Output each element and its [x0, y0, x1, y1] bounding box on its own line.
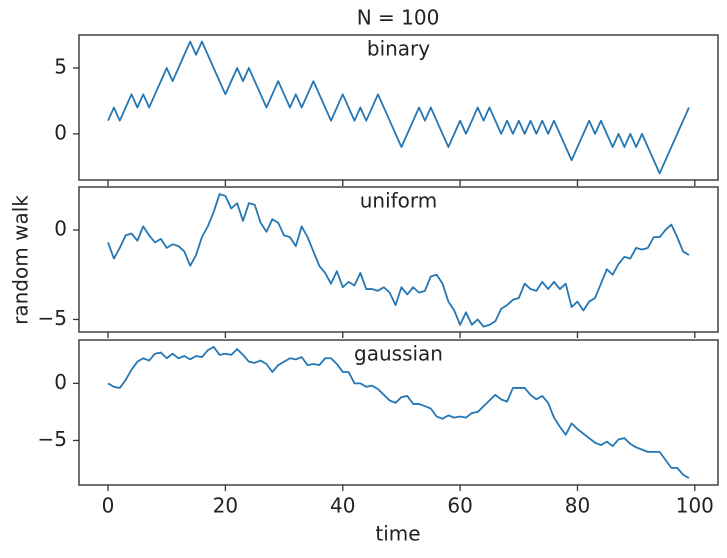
y-axis-label: random walk — [9, 195, 33, 325]
x-axis-label: time — [375, 522, 420, 546]
y-tick-label: −5 — [38, 427, 67, 451]
line — [107, 40, 690, 175]
axes-frame — [78, 34, 719, 181]
x-tick-label: 80 — [565, 494, 590, 518]
axes-frame — [78, 339, 719, 486]
y-tick-label: 0 — [54, 120, 67, 144]
x-tick-label: 20 — [213, 494, 238, 518]
line — [107, 193, 690, 328]
x-tick-label: 100 — [676, 494, 714, 518]
x-tick-label: 60 — [447, 494, 472, 518]
axes-frame — [78, 186, 719, 333]
y-tick-label: 0 — [54, 370, 67, 394]
panel-title: uniform — [360, 189, 438, 213]
y-tick-label: 0 — [54, 216, 67, 240]
figure-title: N = 100 — [357, 6, 440, 30]
y-tick-label: 5 — [54, 54, 67, 78]
panel-title: binary — [367, 37, 430, 61]
line — [107, 345, 690, 479]
panel-title: gaussian — [354, 342, 443, 366]
x-tick-label: 0 — [102, 494, 115, 518]
y-tick-label: −5 — [38, 306, 67, 330]
x-tick-label: 40 — [330, 494, 355, 518]
